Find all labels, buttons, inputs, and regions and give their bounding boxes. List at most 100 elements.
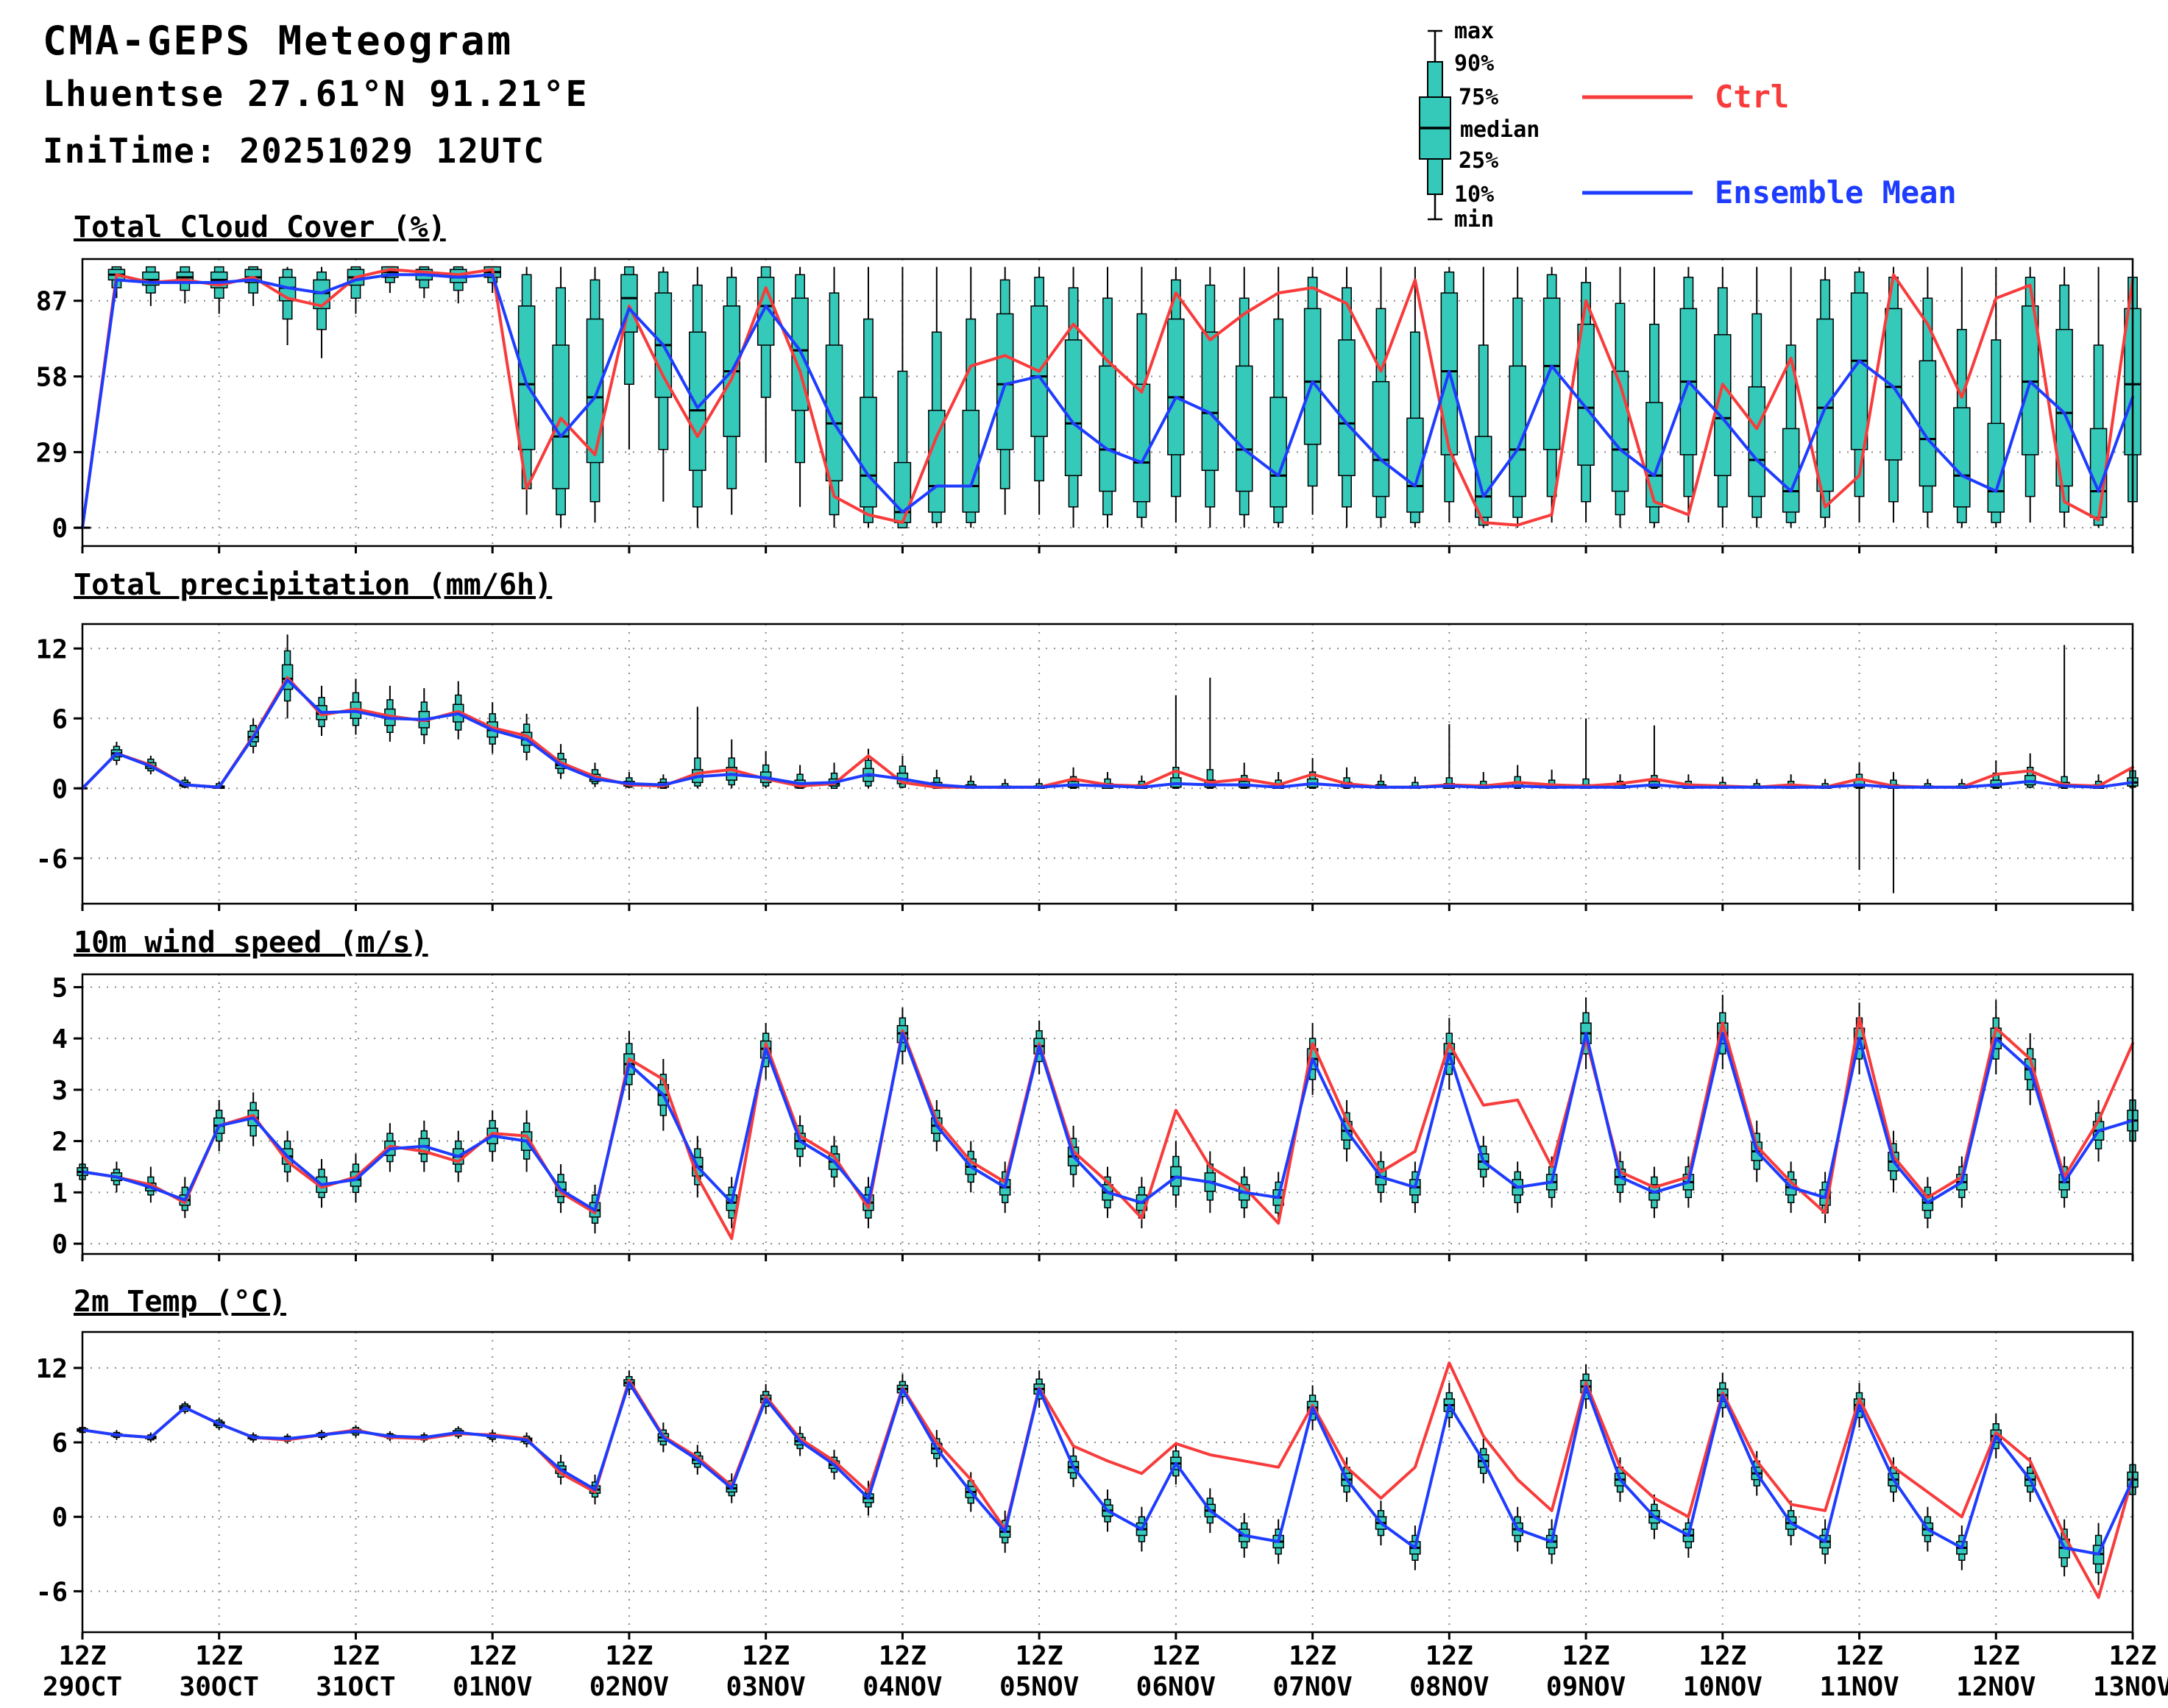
box-25-75 xyxy=(1816,318,1834,492)
temp-frame xyxy=(81,1330,2134,1634)
xtick-time-label: 12Z xyxy=(332,1641,380,1671)
legend-box-label: max xyxy=(1454,18,1494,44)
xtick-time-label: 12Z xyxy=(1698,1641,1746,1671)
box-25-75 xyxy=(586,318,604,464)
precip-ytick-label: 6 xyxy=(52,704,68,734)
legend: max 90% 75% median 25% 10%min Ctrl Ensemble Mea… xyxy=(1419,18,1957,233)
xtick-date-label: 11NOV xyxy=(1819,1672,1899,1702)
temp-ytick-label: 6 xyxy=(52,1428,68,1459)
box-25-75 xyxy=(1269,397,1287,508)
box-25-75 xyxy=(1953,407,1971,508)
xtick-date-label: 10NOV xyxy=(1683,1672,1763,1702)
box-25-75 xyxy=(1850,292,1868,450)
box-25-75 xyxy=(1133,383,1151,503)
legend-box-label: min xyxy=(1454,207,1494,233)
box-25-75 xyxy=(1782,428,1800,513)
temp-ytick-label: 0 xyxy=(52,1503,68,1533)
xtick-date-label: 12NOV xyxy=(1956,1672,2036,1702)
xtick-time-label: 12Z xyxy=(469,1641,517,1671)
wind-ytick-label: 1 xyxy=(52,1178,68,1208)
precip-ytick-label: -6 xyxy=(36,844,68,874)
xtick-date-label: 08NOV xyxy=(1409,1672,1489,1702)
box-25-75 xyxy=(1714,334,1732,477)
xtick-date-label: 30OCT xyxy=(180,1672,259,1702)
box-25-75 xyxy=(1919,360,1937,487)
xtick-time-label: 12Z xyxy=(195,1641,243,1671)
box-25-75 xyxy=(1646,402,1663,508)
xtick-date-label: 09NOV xyxy=(1546,1672,1626,1702)
box-10-90 xyxy=(1206,769,1214,789)
box-25-75 xyxy=(1303,308,1322,445)
temp-boxplots xyxy=(77,1364,2139,1585)
precip-boxplots xyxy=(77,634,2139,893)
init-time-label: IniTime: 20251029 12UTC xyxy=(43,131,545,171)
legend-box-label: median xyxy=(1460,117,1540,143)
xtick-date-label: 13NOV xyxy=(2093,1672,2168,1702)
xtick-date-label: 04NOV xyxy=(862,1672,942,1702)
ensemble-mean-legend-label: Ensemble Mean xyxy=(1715,174,1957,210)
wind-frame xyxy=(81,973,2134,1255)
temp-ytick-label: -6 xyxy=(36,1577,68,1607)
box-25-75 xyxy=(1748,386,1765,497)
box-25-75 xyxy=(1406,417,1424,513)
box-25-75 xyxy=(1338,339,1356,477)
wind-ctrl-line xyxy=(81,1016,2134,1241)
precip-panel-title: Total precipitation (mm/6h) xyxy=(74,568,552,602)
precip-y-axis: -6 0 6 12 xyxy=(36,634,2134,911)
legend-box-label: 25% xyxy=(1459,148,1498,174)
xtick-time-label: 12Z xyxy=(742,1641,790,1671)
legend-box-label: 90% xyxy=(1454,51,1494,77)
wind-ytick-label: 0 xyxy=(52,1230,68,1260)
xtick-time-label: 12Z xyxy=(1562,1641,1610,1671)
x-axis-labels: 12Z29OCT12Z30OCT12Z31OCT12Z01NOV12Z02NOV… xyxy=(43,1641,2168,1702)
wind-ensemble-mean-line xyxy=(81,1032,2134,1212)
box-25-75 xyxy=(1509,365,1526,497)
xtick-date-label: 05NOV xyxy=(999,1672,1079,1702)
wind-panel: 10m wind speed (m/s) 0 1 2 3 4 5 xyxy=(52,926,2139,1261)
box-25-75 xyxy=(1577,323,1595,466)
box-25-75 xyxy=(517,305,536,450)
xtick-time-label: 12Z xyxy=(605,1641,653,1671)
location-title: Lhuentse 27.61°N 91.21°E xyxy=(43,74,589,115)
cloud-ytick-label: 58 xyxy=(36,363,68,393)
cloud-ytick-label: 29 xyxy=(36,438,68,468)
xtick-date-label: 31OCT xyxy=(316,1672,395,1702)
precip-ytick-label: 12 xyxy=(36,634,68,665)
xtick-time-label: 12Z xyxy=(1425,1641,1473,1671)
box-25-75 xyxy=(1987,422,2005,513)
precip-ensemble-mean-line xyxy=(81,678,2134,790)
box-25-75 xyxy=(860,397,877,508)
cloud-ytick-label: 0 xyxy=(52,514,68,544)
xtick-date-label: 29OCT xyxy=(43,1672,122,1702)
legend-box-label: 10% xyxy=(1454,182,1494,208)
precip-ytick-label: 0 xyxy=(52,774,68,804)
box-25-75 xyxy=(962,409,980,513)
xtick-time-label: 12Z xyxy=(1016,1641,1063,1671)
xtick-time-label: 12Z xyxy=(1972,1641,2020,1671)
temp-ensemble-mean-line xyxy=(81,1381,2134,1556)
box-25-75 xyxy=(1885,308,1902,461)
xtick-time-label: 12Z xyxy=(1835,1641,1883,1671)
xtick-date-label: 02NOV xyxy=(589,1672,669,1702)
box-25-75 xyxy=(1201,331,1219,471)
xtick-date-label: 06NOV xyxy=(1136,1672,1216,1702)
xtick-time-label: 12Z xyxy=(2108,1641,2156,1671)
cloud-frame xyxy=(81,258,2134,548)
box-25-75 xyxy=(825,344,843,482)
box-25-75 xyxy=(1064,339,1083,477)
wind-y-axis: 0 1 2 3 4 5 xyxy=(52,973,2134,1261)
cloud-y-axis: 0 29 58 87 xyxy=(36,287,2134,553)
wind-panel-title: 10m wind speed (m/s) xyxy=(74,926,428,960)
box-25-75 xyxy=(2055,328,2073,487)
box-25-75 xyxy=(1235,365,1253,492)
temp-gridlines xyxy=(82,1332,2133,1632)
cloud-panel: Total Cloud Cover (%) 0 29 58 87 xyxy=(36,210,2142,553)
xtick-date-label: 07NOV xyxy=(1272,1672,1352,1702)
temp-ytick-label: 12 xyxy=(36,1354,68,1384)
temp-panel: 2m Temp (°C) -6 0 6 12 xyxy=(36,1285,2139,1640)
cloud-ensemble-mean-line xyxy=(81,273,2134,530)
precip-panel: Total precipitation (mm/6h) -6 0 6 12 xyxy=(36,568,2139,911)
precip-gridlines xyxy=(82,624,2133,904)
ctrl-legend-label: Ctrl xyxy=(1715,79,1789,115)
